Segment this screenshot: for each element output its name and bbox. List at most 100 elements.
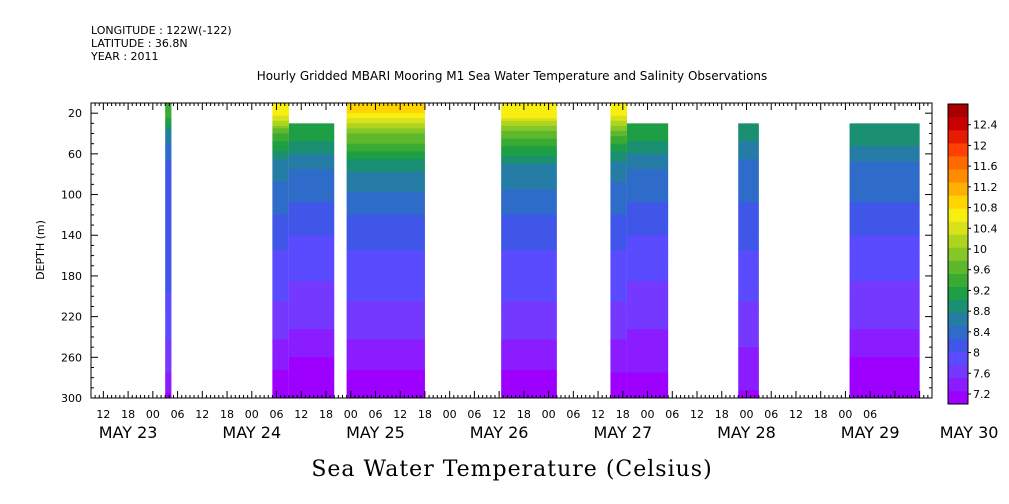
temperature-cell: [626, 199, 669, 203]
temperature-cell: [272, 232, 289, 236]
temperature-cell: [610, 105, 627, 109]
temperature-cell: [272, 380, 289, 384]
temperature-cell: [272, 194, 289, 198]
colorbar-label: 12: [973, 139, 987, 152]
temperature-cell: [738, 326, 759, 330]
colorbar-swatch: [948, 247, 968, 261]
temperature-cell: [272, 181, 289, 185]
temperature-cell: [626, 169, 669, 173]
temperature-cell: [288, 339, 335, 343]
temperature-cell: [610, 288, 627, 292]
temperature-cell: [165, 311, 172, 315]
temperature-cell: [626, 352, 669, 356]
temperature-cell: [610, 222, 627, 226]
x-tick-label: 06: [665, 408, 679, 421]
temperature-cell: [346, 156, 425, 160]
temperature-cell: [288, 214, 335, 219]
temperature-cell: [346, 161, 425, 165]
temperature-cell: [626, 275, 669, 280]
temperature-cell: [626, 334, 669, 338]
temperature-cell: [288, 390, 335, 394]
data-segment: [610, 103, 627, 398]
temperature-cell: [346, 311, 425, 315]
temperature-cell: [288, 364, 335, 369]
temperature-cell: [610, 336, 627, 341]
temperature-cell: [346, 392, 425, 397]
temperature-cell: [165, 212, 172, 216]
temperature-cell: [626, 225, 669, 229]
temperature-cell: [849, 375, 920, 379]
temperature-cell: [738, 283, 759, 287]
temperature-cell: [288, 237, 335, 241]
temperature-cell: [346, 298, 425, 302]
temperature-cell: [346, 273, 425, 277]
temperature-cell: [501, 296, 557, 300]
temperature-cell: [626, 176, 669, 180]
temperature-cell: [501, 321, 557, 325]
temperature-cell: [501, 240, 557, 244]
temperature-cell: [738, 153, 759, 157]
temperature-cell: [738, 192, 759, 196]
temperature-cell: [346, 217, 425, 221]
colorbar-swatch: [948, 377, 968, 392]
temperature-cell: [610, 176, 627, 180]
temperature-cell: [272, 311, 289, 315]
temperature-cell: [738, 311, 759, 315]
temperature-cell: [501, 151, 557, 155]
temperature-cell: [610, 151, 627, 155]
temperature-cell: [501, 128, 557, 132]
temperature-cell: [738, 123, 759, 127]
temperature-cell: [738, 176, 759, 180]
temperature-cell: [501, 235, 557, 239]
x-tick-label: 00: [542, 408, 556, 421]
temperature-cell: [272, 286, 289, 290]
temperature-cell: [610, 296, 627, 300]
temperature-cell: [626, 212, 669, 216]
temperature-cell: [610, 120, 627, 124]
temperature-cell: [346, 146, 425, 150]
temperature-cell: [626, 209, 669, 213]
x-tick-label: 00: [344, 408, 358, 421]
temperature-cell: [738, 308, 759, 313]
temperature-cell: [165, 158, 172, 163]
temperature-cell: [610, 319, 627, 323]
temperature-cell: [346, 344, 425, 348]
x-tick-label: 06: [368, 408, 382, 421]
colorbar-swatch: [948, 325, 968, 340]
temperature-cell: [738, 263, 759, 267]
x-tick-label: 12: [690, 408, 704, 421]
temperature-cell: [738, 143, 759, 147]
temperature-cell: [849, 298, 920, 302]
temperature-cell: [738, 370, 759, 374]
temperature-cell: [346, 349, 425, 353]
x-tick-label: 06: [270, 408, 284, 421]
temperature-cell: [288, 334, 335, 338]
temperature-cell: [165, 103, 172, 107]
temperature-cell: [165, 186, 172, 191]
temperature-cell: [738, 209, 759, 213]
colorbar-swatch: [948, 182, 968, 196]
temperature-cell: [272, 227, 289, 231]
temperature-cell: [626, 329, 669, 333]
temperature-cell: [288, 247, 335, 252]
temperature-cell: [610, 250, 627, 254]
temperature-cell: [501, 344, 557, 348]
temperature-cell: [626, 186, 669, 191]
temperature-cell: [849, 151, 920, 155]
temperature-cell: [626, 263, 669, 267]
temperature-cell: [165, 253, 172, 257]
x-tick-label: 06: [764, 408, 778, 421]
temperature-cell: [288, 184, 335, 188]
temperature-cell: [738, 169, 759, 173]
temperature-cell: [272, 334, 289, 338]
temperature-cell: [288, 392, 335, 397]
temperature-cell: [738, 186, 759, 191]
temperature-cell: [849, 250, 920, 254]
temperature-cell: [849, 222, 920, 226]
temperature-cell: [610, 138, 627, 142]
temperature-cell: [501, 184, 557, 188]
temperature-cell: [626, 324, 669, 328]
temperature-cell: [288, 219, 335, 224]
temperature-cell: [165, 153, 172, 157]
temperature-cell: [610, 130, 627, 135]
